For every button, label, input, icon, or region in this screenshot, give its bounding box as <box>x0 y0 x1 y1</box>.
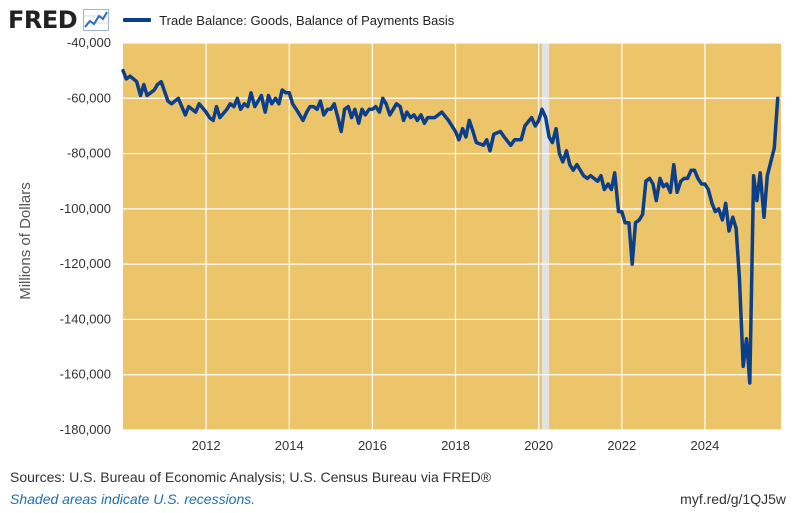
legend-line-swatch <box>123 18 152 22</box>
y-tick-label-7: -180,000 <box>60 422 111 437</box>
series-line-0 <box>121 68 780 385</box>
footer-short-url[interactable]: myf.red/g/1QJ5w <box>680 491 786 507</box>
grid-layer <box>123 42 781 431</box>
plot-background <box>123 43 781 430</box>
x-axis-ticks: 2012 2014 2016 2018 2020 2022 2024 <box>192 438 720 453</box>
chart-header: FRED Trade Balance: Goods, Balance of Pa… <box>8 6 792 34</box>
footer-recession-note: Shaded areas indicate U.S. recessions. <box>10 491 256 507</box>
y-tick-label-3: -100,000 <box>60 201 111 216</box>
recession-shading-layer <box>541 43 550 430</box>
x-tick-label-0: 2012 <box>192 438 221 453</box>
y-tick-label-6: -160,000 <box>60 367 111 382</box>
fred-logo[interactable]: FRED <box>8 6 78 34</box>
y-tick-label-2: -80,000 <box>67 146 111 161</box>
x-tick-label-4: 2020 <box>524 438 553 453</box>
y-tick-label-1: -60,000 <box>67 90 111 105</box>
logo-graph-icon <box>83 9 110 31</box>
y-tick-label-4: -120,000 <box>60 256 111 271</box>
footer-sources: Sources: U.S. Bureau of Economic Analysi… <box>10 469 492 485</box>
legend-label: Trade Balance: Goods, Balance of Payment… <box>159 12 455 28</box>
x-tick-label-6: 2024 <box>690 438 719 453</box>
y-axis-title: Millions of Dollars <box>17 182 34 300</box>
y-tick-label-0: -40,000 <box>67 35 111 50</box>
x-tick-label-5: 2022 <box>607 438 636 453</box>
x-tick-label-1: 2014 <box>275 438 304 453</box>
y-tick-label-5: -140,000 <box>60 311 111 326</box>
recession-band-0 <box>541 43 550 430</box>
series-layer <box>121 68 780 385</box>
x-tick-label-2: 2016 <box>358 438 387 453</box>
x-tick-label-3: 2018 <box>441 438 470 453</box>
y-axis-ticks: -40,000 -60,000 -80,000 -100,000 -120,000 -14… <box>60 35 111 437</box>
